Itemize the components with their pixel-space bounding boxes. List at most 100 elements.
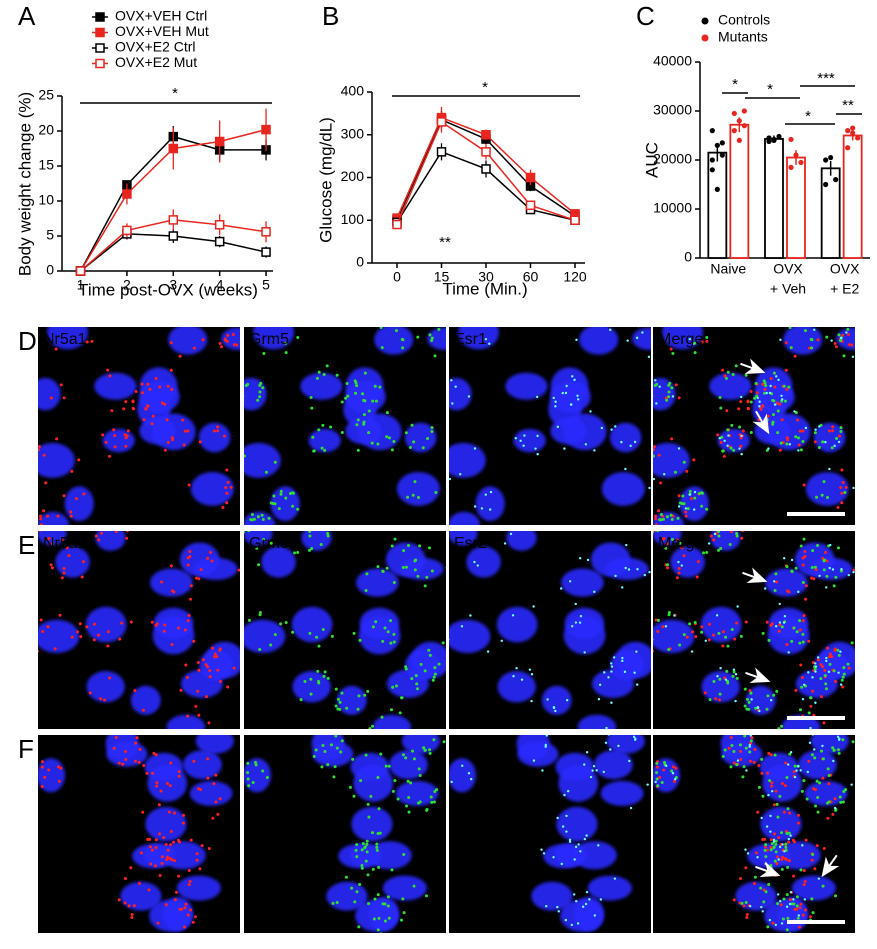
signal-dot [536,434,539,438]
signal-dot [556,816,559,820]
signal-dot [798,641,802,645]
legend-label: OVX+E2 Ctrl [115,39,196,55]
signal-dot [784,845,788,849]
signal-dot [130,912,134,916]
signal-dot [451,402,454,405]
signal-dot [182,813,186,817]
signal-dot [768,918,772,922]
signal-dot [648,570,651,574]
marker [214,220,225,230]
signal-dot [684,531,686,532]
signal-dot [173,859,177,863]
signal-dot [195,852,199,856]
signal-dot [814,701,817,704]
signal-dot [130,915,134,919]
y-tick-label: 100 [341,211,365,227]
signal-dot [734,699,737,703]
signal-dot [614,425,617,428]
nucleus [389,750,428,780]
signal-dot [165,418,169,422]
signal-dot [628,759,631,763]
signal-dot [654,523,658,525]
x-tick-label: 60 [523,269,539,285]
signal-dot [825,559,829,563]
signal-dot [480,507,484,510]
signal-dot [155,784,159,788]
signal-dot [213,655,217,659]
signal-dot [488,342,491,346]
signal-dot [568,840,572,843]
signal-dot [626,339,629,342]
signal-dot [733,637,737,641]
signal-dot [788,752,792,756]
signal-dot [376,442,380,446]
x-axis-label: Time post-OVX (weeks) [78,280,258,299]
signal-dot [656,630,660,634]
signal-dot [729,531,733,534]
signal-dot [763,837,767,841]
signal-dot [198,788,202,792]
signal-dot [399,918,403,922]
nucleus [506,531,537,551]
signal-dot [764,384,768,388]
signal-dot [810,346,814,350]
signal-dot [244,531,246,534]
signal-dot [811,911,815,915]
signal-dot [804,426,808,430]
signal-dot [155,781,159,785]
signal-dot [586,558,590,562]
signal-dot [257,563,261,567]
signal-dot [322,674,326,678]
signal-dot [661,517,665,521]
signal-dot [273,633,277,637]
signal-dot [357,925,361,929]
signal-dot [659,513,663,517]
signal-dot [53,647,57,651]
signal-dot [796,418,800,422]
signal-dot [361,842,365,846]
signal-dot [770,781,774,785]
panel-label: E [18,530,35,560]
signal-dot [656,784,660,788]
signal-dot [255,546,259,550]
signal-dot [312,449,316,453]
signal-dot [813,431,817,435]
signal-dot [326,531,330,535]
signal-dot [392,580,396,584]
signal-dot [721,644,725,648]
signal-dot [794,411,798,415]
signal-dot [826,801,830,805]
nucleus [710,531,741,551]
signal-dot [60,538,64,542]
data-point [833,177,839,183]
signal-dot [665,515,669,519]
signal-dot [792,874,796,878]
micrograph: Esr1 [449,327,651,525]
signal-dot [745,697,749,701]
signal-dot [798,906,802,910]
signal-dot [389,619,393,623]
signal-dot [748,689,752,693]
nucleus [404,422,437,453]
signal-dot [658,518,662,522]
signal-dot [773,588,777,592]
marker [261,124,271,135]
nucleus [449,619,491,653]
signal-dot [353,379,357,383]
nucleus [382,875,427,901]
signal-dot [811,735,814,736]
signal-dot [852,568,855,572]
signal-dot [575,338,578,342]
signal-dot [769,623,773,627]
signal-dot [223,337,227,341]
signal-dot [802,868,806,872]
signal-dot [573,378,576,382]
signal-dot [721,368,725,372]
y-tick-label: 15 [38,157,54,173]
y-tick-label: 10 [38,192,54,208]
signal-dot [74,497,78,501]
signal-dot [334,687,338,691]
signal-dot [189,584,193,588]
signal-dot [396,797,400,801]
signal-dot [279,622,283,626]
